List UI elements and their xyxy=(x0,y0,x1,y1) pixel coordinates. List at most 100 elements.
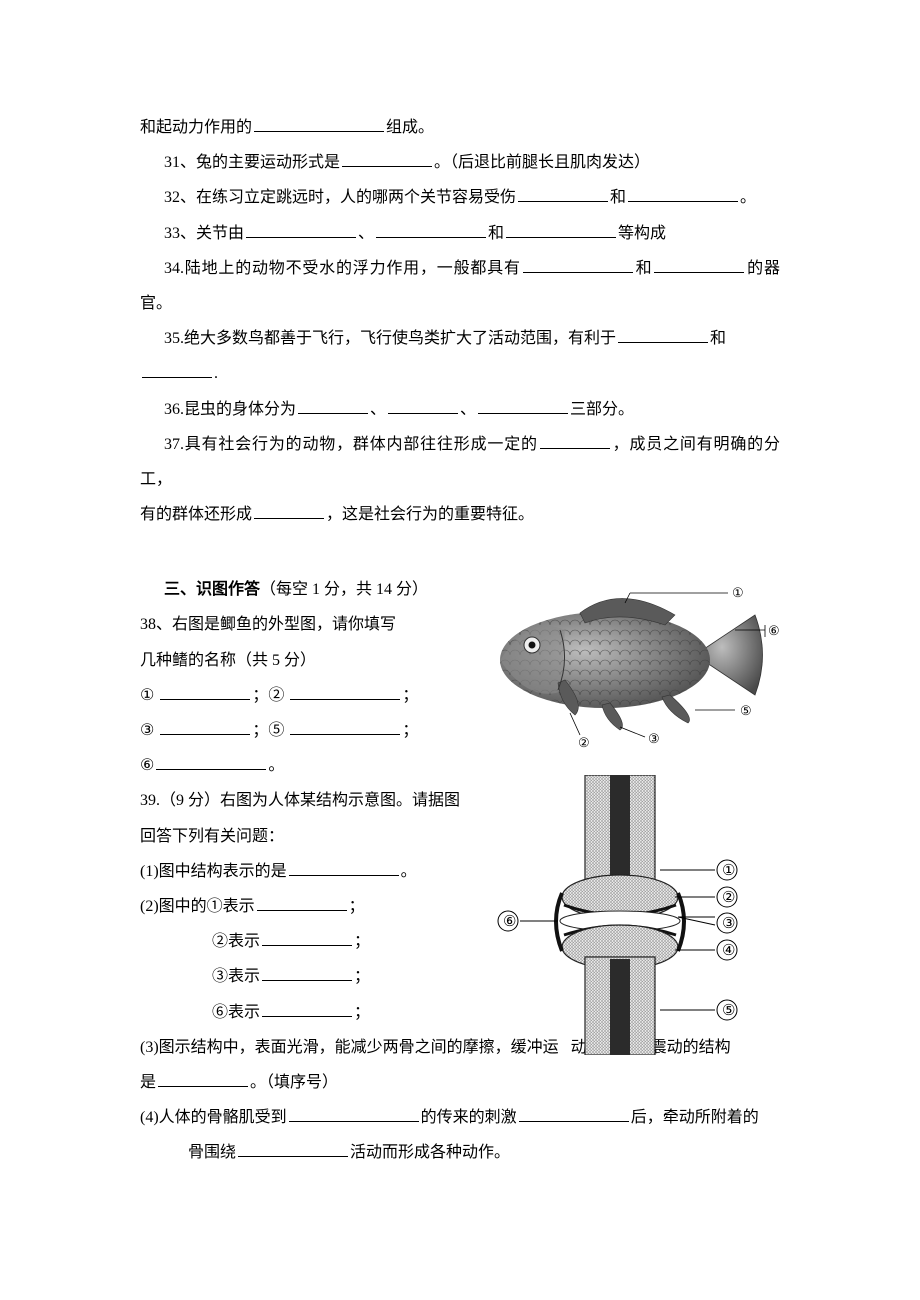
q30-tail: 和起动力作用的组成。 xyxy=(140,110,780,145)
blank[interactable] xyxy=(342,151,432,167)
period: 。 xyxy=(268,757,284,774)
q35-and: 和 xyxy=(710,330,726,347)
q31-tail: 。（后退比前腿长且肌肉发达） xyxy=(434,154,650,171)
blank[interactable] xyxy=(628,186,738,202)
q34-and: 和 xyxy=(635,260,653,277)
q38-b1: ① xyxy=(140,687,154,704)
blank[interactable] xyxy=(478,398,568,414)
blank[interactable] xyxy=(142,362,212,378)
blank[interactable] xyxy=(254,503,324,519)
q35-l2: . xyxy=(140,356,780,391)
fish-label-6: ⑥ xyxy=(768,623,780,638)
blank[interactable] xyxy=(388,398,458,414)
q37-l2: 有的群体还形成，这是社会行为的重要特征。 xyxy=(140,497,780,532)
section3-note: （每空 1 分，共 14 分） xyxy=(260,581,428,598)
blank[interactable] xyxy=(156,754,266,770)
joint-label-5: ⑤ xyxy=(722,1002,735,1019)
q36-sep2: 、 xyxy=(460,401,476,418)
q39-p4c: 后，牵动所附着的 xyxy=(631,1109,759,1126)
q33-sep1: 、 xyxy=(358,225,374,242)
q35-t1: 35.绝大多数鸟都善于飞行，飞行使鸟类扩大了活动范围，有利于 xyxy=(164,330,616,347)
q38-b2: ② xyxy=(268,687,284,704)
semi: ； xyxy=(402,687,418,704)
q37-t1: 37.具有社会行为的动物，群体内部往往形成一定的 xyxy=(164,436,538,453)
joint-label-6: ⑥ xyxy=(503,913,516,930)
q39-p3-l2: 是 。（填序号） xyxy=(140,1065,780,1100)
blank[interactable] xyxy=(376,222,486,238)
blank[interactable] xyxy=(618,327,708,343)
blank[interactable] xyxy=(246,222,356,238)
blank[interactable] xyxy=(298,398,368,414)
blank[interactable] xyxy=(506,222,616,238)
q36-label: 36.昆虫的身体分为 xyxy=(164,401,296,418)
q39-p4a: (4)人体的骨骼肌受到 xyxy=(140,1109,287,1126)
blank[interactable] xyxy=(262,1001,352,1017)
q35-l1: 35.绝大多数鸟都善于飞行，飞行使鸟类扩大了活动范围，有利于 和 xyxy=(140,321,780,356)
blank[interactable] xyxy=(519,1106,629,1122)
q38-intro1: 38、右图是鲫鱼的外型图，请你填写 xyxy=(140,607,490,642)
q38-intro2: 几种鳍的名称（共 5 分） xyxy=(140,643,490,678)
blank[interactable] xyxy=(160,684,250,700)
q37-l1: 37.具有社会行为的动物，群体内部往往形成一定的，成员之间有明确的分工， xyxy=(140,427,780,497)
semi: ； xyxy=(354,968,370,985)
q34: 34.陆地上的动物不受水的浮力作用，一般都具有和的器官。 xyxy=(140,251,780,321)
q32-tail: 。 xyxy=(740,189,756,206)
q36-sep1: 、 xyxy=(370,401,386,418)
semi: ； xyxy=(354,933,370,950)
q31: 31、兔的主要运动形式是 。（后退比前腿长且肌肉发达） xyxy=(140,145,780,180)
fish-figure: ① ⑥ ⑤ ③ ② xyxy=(470,575,780,750)
blank[interactable] xyxy=(654,257,744,273)
semi: ； xyxy=(354,1004,370,1021)
q32-label: 32、在练习立定跳远时，人的哪两个关节容易受伤 xyxy=(164,189,516,206)
blank[interactable] xyxy=(238,1141,348,1157)
joint-label-4: ④ xyxy=(722,942,735,959)
joint-label-1: ① xyxy=(722,862,735,879)
q39-p1b: 。 xyxy=(401,863,417,880)
fish-label-3: ③ xyxy=(648,731,660,746)
q33-tail: 等构成 xyxy=(618,225,666,242)
joint-label-3: ③ xyxy=(722,915,735,932)
q39-p4d: 骨围绕 xyxy=(188,1144,236,1161)
q33-and: 和 xyxy=(488,225,504,242)
q39-p2d-text: ⑥表示 xyxy=(212,1004,260,1021)
semi: ； xyxy=(402,722,418,739)
q39-p3c: 。（填序号） xyxy=(250,1074,338,1091)
q38-row3: ⑥。 xyxy=(140,748,490,783)
q31-label: 31、兔的主要运动形式是 xyxy=(164,154,340,171)
blank[interactable] xyxy=(289,1106,419,1122)
q38-row1: ① ；② ； xyxy=(140,678,490,713)
q38-b5: ⑤ xyxy=(268,722,284,739)
fish-label-1: ① xyxy=(732,585,744,600)
semi: ； xyxy=(252,687,268,704)
blank[interactable] xyxy=(540,433,610,449)
blank[interactable] xyxy=(158,1071,248,1087)
blank[interactable] xyxy=(523,257,633,273)
blank[interactable] xyxy=(518,186,608,202)
q34-label: 34.陆地上的动物不受水的浮力作用，一般都具有 xyxy=(164,260,521,277)
q39-p2a-text: (2)图中的①表示 xyxy=(140,898,255,915)
q38-b3: ③ xyxy=(140,722,154,739)
blank[interactable] xyxy=(289,860,399,876)
blank[interactable] xyxy=(290,719,400,735)
q39-p2b-text: ②表示 xyxy=(212,933,260,950)
q33: 33、关节由 、 和 等构成 xyxy=(140,216,780,251)
q35-tail: . xyxy=(214,365,218,382)
fish-label-2: ② xyxy=(578,735,590,750)
q33-label: 33、关节由 xyxy=(164,225,244,242)
blank[interactable] xyxy=(262,965,352,981)
q37-t3: 有的群体还形成 xyxy=(140,506,252,523)
blank[interactable] xyxy=(254,116,384,132)
q32: 32、在练习立定跳远时，人的哪两个关节容易受伤和。 xyxy=(140,180,780,215)
q38-row2: ③ ；⑤ ； xyxy=(140,713,490,748)
semi: ； xyxy=(252,722,268,739)
q39-p4-l2: 骨围绕活动而形成各种动作。 xyxy=(140,1135,780,1170)
section3-title: 三、识图作答 xyxy=(164,581,260,598)
q39-p3b: 是 xyxy=(140,1074,156,1091)
blank[interactable] xyxy=(290,684,400,700)
joint-label-2: ② xyxy=(722,889,735,906)
q38-b6: ⑥ xyxy=(140,757,154,774)
blank[interactable] xyxy=(257,895,347,911)
blank[interactable] xyxy=(160,719,250,735)
q30-t2: 组成。 xyxy=(386,119,434,136)
blank[interactable] xyxy=(262,930,352,946)
